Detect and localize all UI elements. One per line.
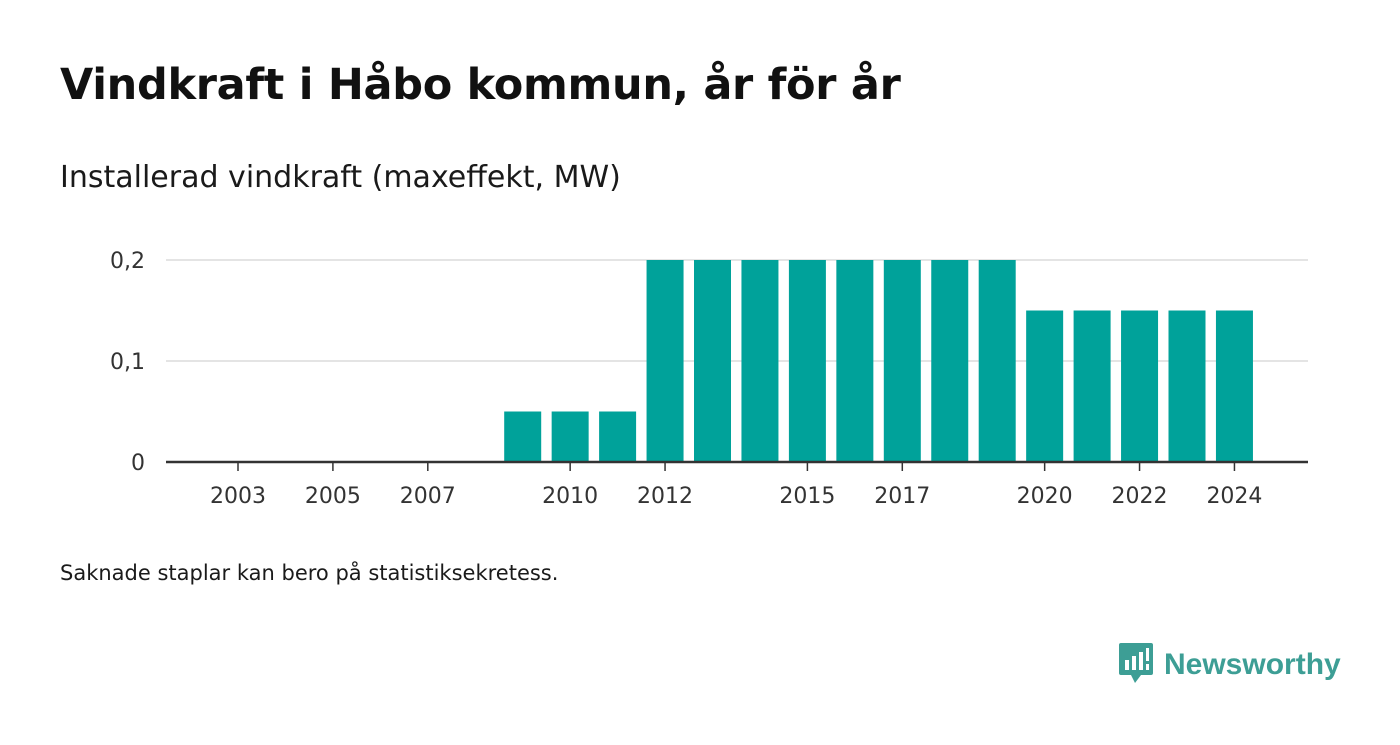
bar-2009: [504, 411, 542, 462]
bar-chart: 0 0,1 0,2 2003 2005 2007 2010 2012 2015 2017 2020 2…: [110, 249, 1308, 509]
x-tick-label: 2020: [1017, 484, 1073, 509]
x-tick-label: 2015: [779, 484, 835, 509]
tick-labels: 0 0,1 0,2 2003 2005 2007 2010 2012 2015 2017 2020 2…: [110, 249, 1262, 509]
bar-2016: [836, 260, 874, 462]
y-tick-label: 0,2: [110, 249, 145, 274]
chart-title: Vindkraft i Håbo kommun, år för år: [60, 60, 901, 110]
x-tick-label: 2017: [874, 484, 930, 509]
bar-2012: [646, 260, 684, 462]
bar-2022: [1121, 310, 1159, 462]
bar-2014: [741, 260, 779, 462]
bar-2017: [883, 260, 921, 462]
x-tick-label: 2024: [1206, 484, 1262, 509]
footnote: Saknade staplar kan bero på statistiksek…: [60, 561, 559, 585]
newsworthy-logo-icon: [1118, 642, 1154, 688]
brand-logo[interactable]: Newsworthy: [1118, 642, 1341, 688]
bar-2011: [599, 411, 637, 462]
x-tick-label: 2012: [637, 484, 693, 509]
chart-subtitle: Installerad vindkraft (maxeffekt, MW): [60, 160, 621, 195]
brand-name: Newsworthy: [1164, 648, 1341, 681]
x-tick-label: 2007: [400, 484, 456, 509]
bar-2019: [978, 260, 1016, 462]
bar-2023: [1168, 310, 1206, 462]
y-tick-label: 0: [131, 451, 145, 476]
x-tick-label: 2003: [210, 484, 266, 509]
bar-2018: [931, 260, 969, 462]
grid-lines: [166, 259, 1308, 362]
bar-2021: [1073, 310, 1111, 462]
x-tick-label: 2005: [305, 484, 361, 509]
x-tick-label: 2010: [542, 484, 598, 509]
y-tick-label: 0,1: [110, 350, 145, 375]
bar-2024: [1215, 310, 1253, 462]
x-axis: [166, 460, 1308, 471]
bar-2015: [788, 260, 826, 462]
bars: [504, 260, 1253, 462]
bar-2020: [1026, 310, 1064, 462]
bar-2013: [694, 260, 731, 462]
bar-2010: [551, 411, 589, 462]
x-tick-label: 2022: [1112, 484, 1168, 509]
